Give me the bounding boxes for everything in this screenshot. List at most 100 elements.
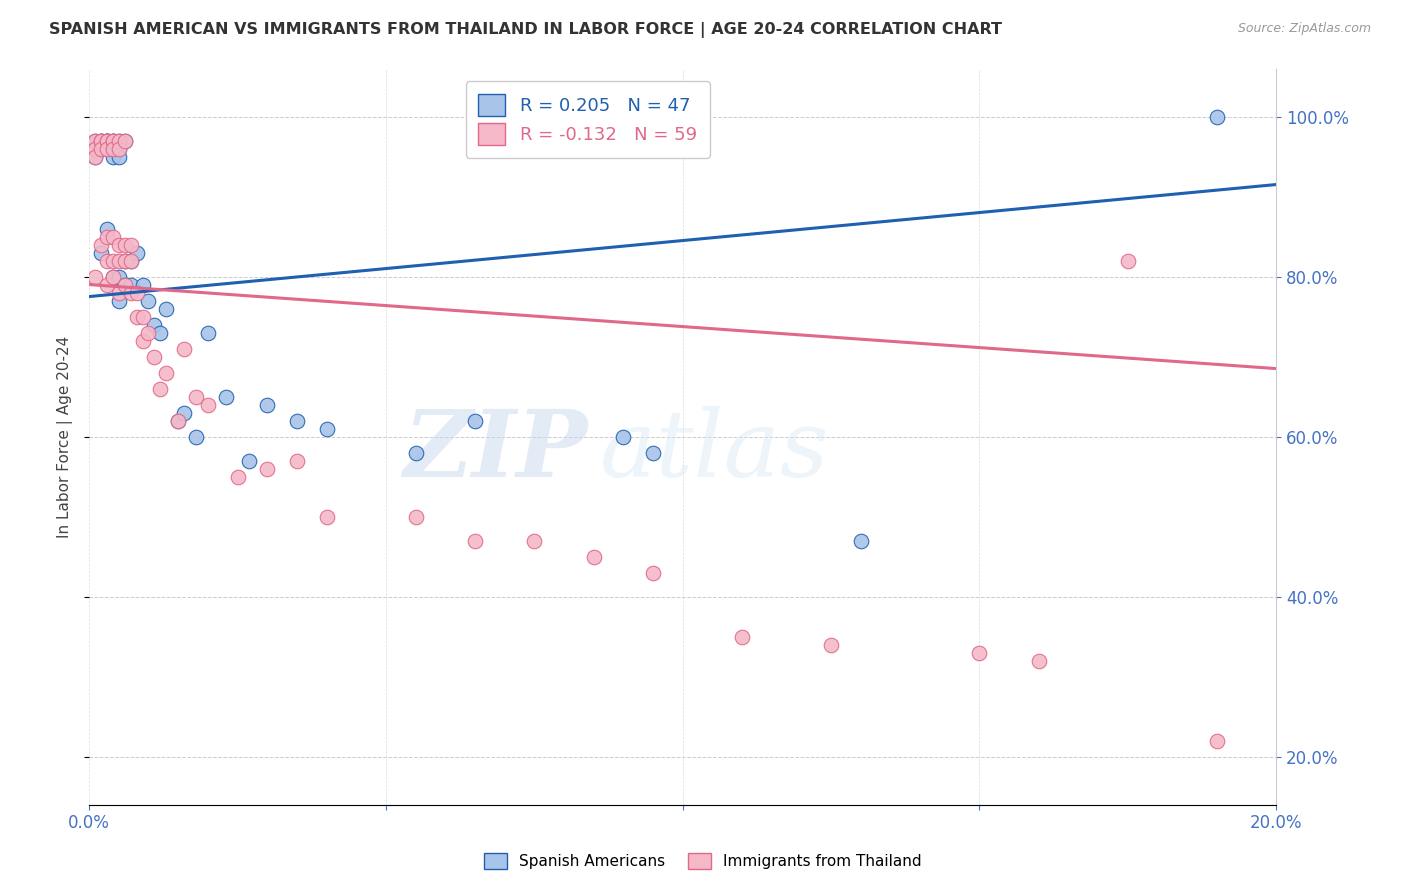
Point [184,390,207,404]
Point [114,277,136,292]
Text: ZIP: ZIP [404,407,588,496]
Point [969,646,991,660]
Point [96,134,118,148]
Legend: Spanish Americans, Immigrants from Thailand: Spanish Americans, Immigrants from Thail… [478,847,928,875]
Point [523,533,546,548]
Point [149,382,172,396]
Point [90,134,112,148]
Point [125,310,148,324]
Point [108,149,131,163]
Point [108,134,131,148]
Point [108,134,131,148]
Point [101,142,124,156]
Point [114,134,136,148]
Point [108,285,131,300]
Point [90,245,112,260]
Point [84,134,107,148]
Point [315,509,337,524]
Point [197,326,219,340]
Point [96,277,118,292]
Point [285,414,308,428]
Point [84,142,107,156]
Point [464,533,486,548]
Point [96,229,118,244]
Point [101,134,124,148]
Point [315,421,337,435]
Point [101,134,124,148]
Point [641,566,664,580]
Point [96,253,118,268]
Point [120,253,142,268]
Point [731,630,754,644]
Point [96,134,118,148]
Point [1205,110,1227,124]
Point [256,461,278,475]
Point [464,414,486,428]
Text: SPANISH AMERICAN VS IMMIGRANTS FROM THAILAND IN LABOR FORCE | AGE 20-24 CORRELAT: SPANISH AMERICAN VS IMMIGRANTS FROM THAI… [49,22,1002,38]
Point [101,269,124,284]
Point [101,142,124,156]
Point [256,398,278,412]
Point [114,237,136,252]
Point [90,134,112,148]
Point [849,533,872,548]
Point [612,429,634,443]
Point [101,269,124,284]
Point [405,509,427,524]
Point [405,445,427,459]
Point [108,237,131,252]
Point [96,134,118,148]
Point [108,142,131,156]
Point [131,277,153,292]
Point [114,277,136,292]
Point [96,134,118,148]
Point [84,269,107,284]
Point [96,221,118,235]
Point [143,350,166,364]
Point [101,134,124,148]
Point [108,269,131,284]
Point [641,445,664,459]
Point [90,237,112,252]
Point [114,253,136,268]
Point [173,406,195,420]
Point [125,245,148,260]
Point [101,253,124,268]
Point [120,285,142,300]
Point [238,453,260,467]
Point [90,142,112,156]
Point [101,149,124,163]
Point [155,301,177,316]
Point [138,326,160,340]
Point [226,469,249,483]
Point [1028,654,1050,668]
Point [101,134,124,148]
Text: Source: ZipAtlas.com: Source: ZipAtlas.com [1237,22,1371,36]
Point [820,638,842,652]
Point [197,398,219,412]
Point [155,366,177,380]
Point [173,342,195,356]
Point [96,134,118,148]
Point [108,142,131,156]
Point [1116,253,1139,268]
Point [167,414,190,428]
Point [90,134,112,148]
Point [143,318,166,332]
Point [120,237,142,252]
Point [120,253,142,268]
Point [84,149,107,163]
Point [84,149,107,163]
Y-axis label: In Labor Force | Age 20-24: In Labor Force | Age 20-24 [58,335,73,538]
Point [285,453,308,467]
Point [108,253,131,268]
Point [84,142,107,156]
Point [149,326,172,340]
Point [120,277,142,292]
Point [582,549,605,564]
Point [114,134,136,148]
Text: atlas: atlas [599,407,830,496]
Point [90,142,112,156]
Point [101,229,124,244]
Point [131,310,153,324]
